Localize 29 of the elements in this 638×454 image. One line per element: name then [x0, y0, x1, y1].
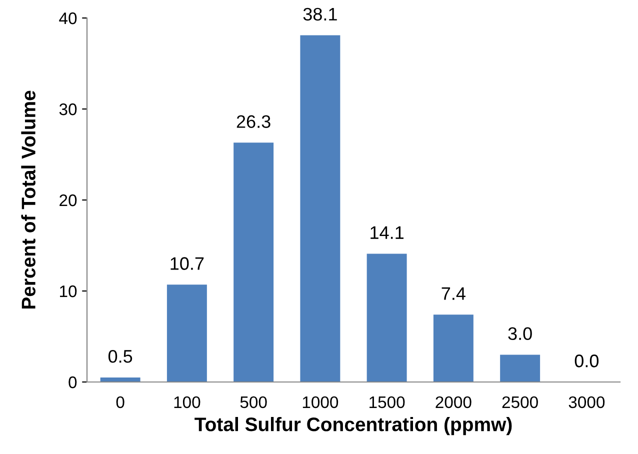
data-label: 38.1: [303, 8, 337, 21]
y-tick-label: 0: [68, 376, 77, 388]
x-tick-label: 100: [174, 396, 200, 408]
bar: [300, 35, 340, 382]
bar: [366, 254, 407, 382]
x-tick-label: 1000: [302, 396, 338, 408]
x-tick-label: 3000: [568, 396, 605, 408]
data-label: 0.5: [108, 350, 132, 363]
data-label: 3.0: [508, 327, 532, 340]
data-label: 10.7: [170, 257, 204, 270]
data-label: 7.4: [442, 287, 466, 300]
y-axis-title: Percent of Total Volume: [21, 90, 36, 309]
data-label: 14.1: [370, 226, 404, 239]
x-axis-title: Total Sulfur Concentration (ppmw): [194, 416, 512, 436]
y-tick-label: 40: [59, 12, 77, 24]
x-tick-label: 2500: [502, 396, 538, 408]
bar: [166, 284, 207, 382]
bar: [433, 314, 474, 382]
bar: [500, 354, 540, 382]
x-tick-label: 2000: [436, 396, 472, 408]
data-label: 0.0: [574, 354, 599, 368]
data-label: 26.3: [236, 115, 270, 128]
y-tick-label: 20: [60, 194, 77, 206]
x-tick-label: 0: [116, 396, 124, 408]
x-tick-label: 1500: [370, 396, 405, 408]
y-tick-label: 10: [60, 285, 77, 298]
y-tick-label: 30: [59, 103, 77, 116]
x-tick-label: 500: [240, 396, 267, 408]
bar: [234, 142, 274, 382]
